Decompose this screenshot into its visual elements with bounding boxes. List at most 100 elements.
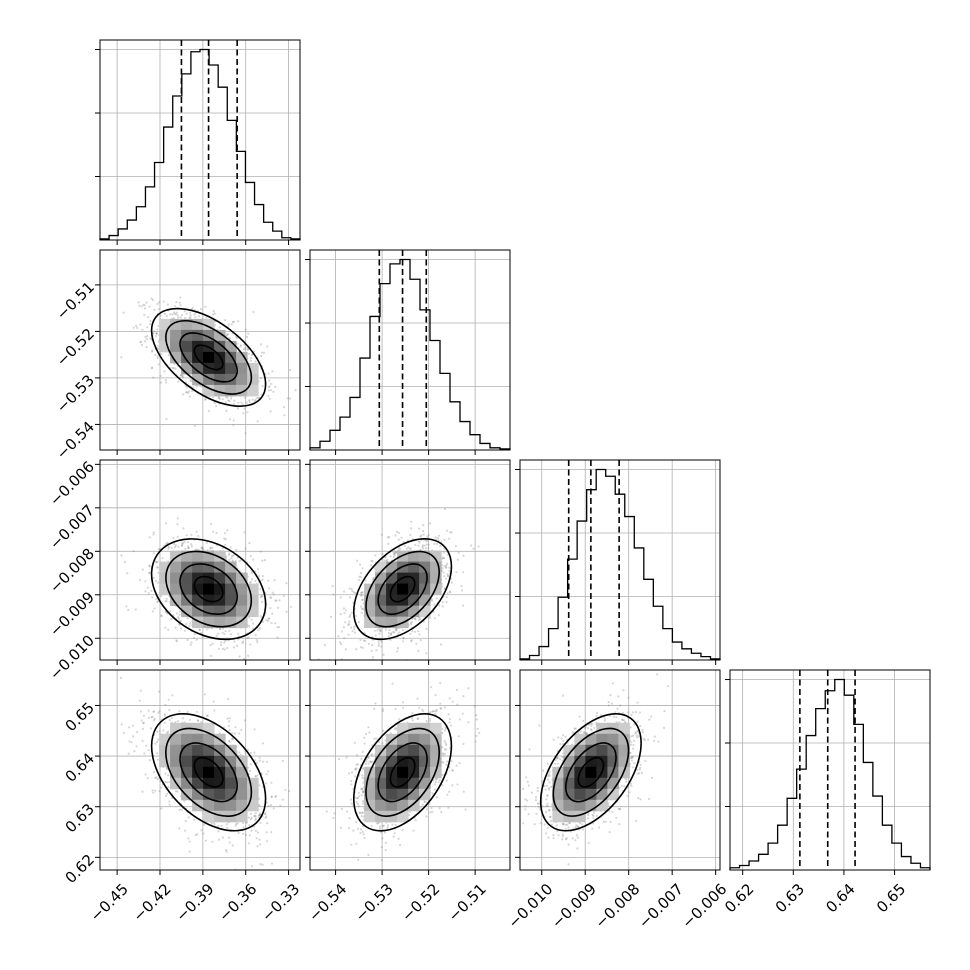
sample-point <box>329 615 333 619</box>
density-cell <box>170 572 182 585</box>
sample-point <box>342 626 345 629</box>
sample-point <box>254 775 257 778</box>
sample-point <box>180 374 183 377</box>
sample-point <box>191 306 194 309</box>
sample-point <box>421 544 424 547</box>
sample-point <box>347 623 350 627</box>
sample-point <box>243 347 246 350</box>
sample-point <box>359 563 362 566</box>
contour-3 <box>352 538 453 641</box>
density-cell <box>236 572 248 585</box>
sample-point <box>278 625 281 629</box>
sample-point <box>244 547 247 550</box>
sample-point <box>414 543 417 547</box>
density-cell <box>214 561 226 574</box>
sample-point <box>409 621 412 625</box>
contour-2 <box>165 550 253 628</box>
sample-point <box>470 544 473 547</box>
sample-point <box>185 312 188 315</box>
density-cell <box>159 561 171 574</box>
sample-point <box>236 556 239 559</box>
sample-point <box>224 630 227 633</box>
sample-point <box>427 534 430 537</box>
density-cell <box>203 329 215 342</box>
sample-point <box>396 650 399 653</box>
sample-point <box>441 557 444 560</box>
sample-point <box>437 539 440 542</box>
sample-point <box>276 636 279 639</box>
density-cell <box>170 594 182 607</box>
sample-point <box>254 398 257 401</box>
contour-3 <box>150 307 267 408</box>
density-cell <box>247 373 259 386</box>
density-cell <box>181 572 193 585</box>
sample-point <box>306 564 308 566</box>
sample-point <box>439 545 442 548</box>
sample-point <box>462 604 465 607</box>
sample-point <box>160 594 163 597</box>
sample-point <box>431 599 434 603</box>
density-cell <box>236 616 248 629</box>
sample-point <box>414 617 417 620</box>
density-cell <box>375 572 387 585</box>
sample-point <box>273 579 276 582</box>
sample-point <box>156 357 159 360</box>
sample-point <box>389 633 392 637</box>
sample-point <box>448 537 451 540</box>
sample-point <box>425 543 428 546</box>
sample-point <box>166 781 169 784</box>
sample-point <box>370 564 373 567</box>
sample-point <box>420 534 423 537</box>
sample-point <box>425 540 428 543</box>
sample-point <box>460 584 463 588</box>
sample-point <box>339 596 342 599</box>
sample-point <box>413 616 416 620</box>
sample-point <box>260 354 263 358</box>
sample-point <box>259 615 262 618</box>
sample-point <box>233 399 236 402</box>
sample-point <box>274 599 277 602</box>
sample-point <box>169 313 172 316</box>
sample-point <box>189 314 192 317</box>
sample-point <box>415 642 418 645</box>
sample-point <box>256 420 259 423</box>
sample-point <box>389 632 393 635</box>
density-cell <box>225 340 237 353</box>
sample-point <box>227 399 230 402</box>
sample-point <box>145 345 148 349</box>
density-cell <box>364 594 376 607</box>
sample-point <box>267 770 270 773</box>
sample-point <box>190 641 193 644</box>
sample-point <box>181 717 184 720</box>
density-cell <box>181 329 193 342</box>
sample-point <box>261 863 264 866</box>
sample-point <box>377 644 380 648</box>
sample-point <box>196 833 199 836</box>
sample-point <box>138 699 141 702</box>
sample-point <box>395 629 398 632</box>
sample-point <box>260 594 263 598</box>
sample-point <box>231 844 234 847</box>
sample-point <box>181 375 184 378</box>
sample-point <box>170 618 173 621</box>
sample-point <box>237 401 240 404</box>
sample-point <box>449 591 452 594</box>
sample-point <box>388 628 391 632</box>
density-cell <box>375 616 387 629</box>
sample-point <box>166 541 169 545</box>
sample-point <box>143 752 146 755</box>
sample-point <box>444 566 447 569</box>
sample-point <box>183 541 186 544</box>
sample-point <box>155 332 158 335</box>
histogram-frame <box>99 39 301 241</box>
sample-point <box>166 303 169 306</box>
sample-point <box>188 316 191 319</box>
sample-point <box>349 613 352 617</box>
contour-1 <box>377 563 428 616</box>
sample-point <box>174 626 177 629</box>
sample-point <box>152 552 155 555</box>
sample-point <box>268 617 271 620</box>
sample-point <box>254 815 257 818</box>
density-cell <box>386 561 398 574</box>
sample-point <box>443 538 446 542</box>
